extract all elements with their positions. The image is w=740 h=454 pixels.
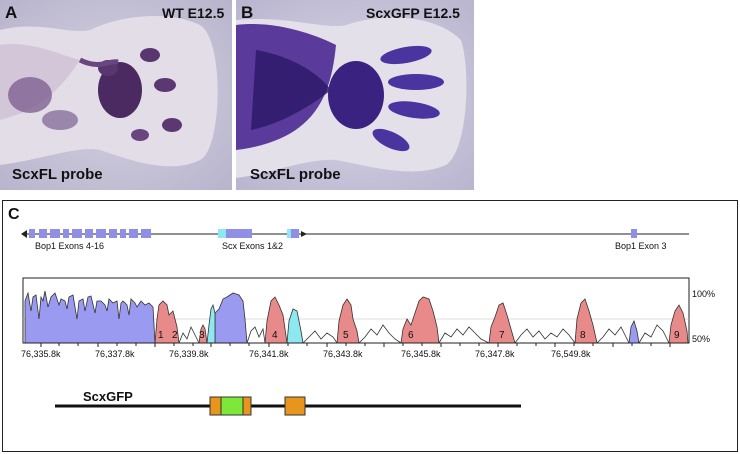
- axis-tick-label-2: 76,339.8k: [169, 349, 209, 359]
- region-number-8: 8: [580, 330, 586, 341]
- construct-enhancer-box-right: [242, 396, 252, 416]
- axis-tick-label-6: 76,347.8k: [475, 349, 515, 359]
- panel-a-title: WT E12.5: [162, 5, 225, 21]
- bop1-exons-4-16: [29, 229, 151, 238]
- conserved-peak-1-2: [154, 300, 180, 344]
- bop1-exons-4-16-label: Bop1 Exons 4-16: [35, 241, 104, 251]
- panel-a-letter: A: [5, 3, 18, 22]
- conservation-baseline-trace: [178, 324, 670, 344]
- axis-ticks: [40, 343, 671, 347]
- conserved-noncoding-peaks: [154, 296, 689, 344]
- scale-label-100: 100%: [692, 289, 715, 299]
- panel-b-limb-drawing: [236, 0, 474, 190]
- scx-exons-label: Scx Exons 1&2: [222, 241, 283, 251]
- bop1-exon-3: [631, 229, 637, 238]
- axis-tick-label-3: 76,341.8k: [249, 349, 289, 359]
- construct-enhancer-box-left: [209, 396, 222, 416]
- panel-a-probe-label: ScxFL probe: [12, 166, 103, 183]
- panel-b-letter: B: [241, 3, 254, 22]
- region-number-9: 9: [674, 330, 680, 341]
- conserved-peak-9: [668, 304, 689, 344]
- gene-track-arrow-right-icon: [301, 231, 307, 237]
- region-number-3: 3: [199, 330, 205, 341]
- scx-coding-peak: [214, 292, 248, 344]
- bop1-coding-peaks: [24, 290, 156, 344]
- region-number-2: 2: [172, 330, 178, 341]
- axis-tick-label-5: 76,345.8k: [401, 349, 441, 359]
- scale-label-50: 50%: [692, 334, 710, 344]
- conserved-peak-6: [400, 296, 440, 344]
- panel-a-image: [0, 0, 232, 190]
- gene-track-arrow-left-icon: [21, 230, 27, 238]
- region-number-7: 7: [499, 330, 505, 341]
- conserved-peak-7: [488, 302, 516, 344]
- panel-c-svg: C Bop1 Exons 4-16 Scx Exons 1&2 Bop1: [8, 206, 715, 416]
- region-number-1: 1: [158, 330, 164, 341]
- panel-c-letter: C: [8, 206, 20, 223]
- conserved-peak-5: [336, 298, 360, 344]
- axis-tick-label-7: 76,549.8k: [551, 349, 591, 359]
- construct-downstream-box: [284, 396, 306, 416]
- axis-tick-labels: 76,335.8k 76,337.8k 76,339.8k 76,341.8k …: [21, 349, 591, 359]
- region-number-5: 5: [343, 330, 349, 341]
- conserved-peak-4: [264, 296, 288, 344]
- bop1-exon-3-label: Bop1 Exon 3: [615, 241, 667, 251]
- scx-exons: [218, 229, 299, 238]
- panel-a-limb-drawing: [0, 0, 232, 190]
- panel-b-title: ScxGFP E12.5: [366, 5, 460, 21]
- construct-gfp-box: [220, 396, 244, 416]
- conserved-peak-8: [574, 298, 598, 344]
- panel-c-genomic-diagram: C Bop1 Exons 4-16 Scx Exons 1&2 Bop1: [2, 200, 738, 452]
- construct-label: ScxGFP: [83, 389, 133, 404]
- panel-b-image: [236, 0, 474, 190]
- axis-tick-label-1: 76,337.8k: [95, 349, 135, 359]
- region-number-4: 4: [272, 330, 278, 341]
- panel-b-probe-label: ScxFL probe: [250, 166, 341, 183]
- region-number-6: 6: [408, 330, 414, 341]
- conserved-region-numbers: 1 2 3 4 5 6 7 8 9: [158, 330, 680, 341]
- axis-tick-label-4: 76,343.8k: [323, 349, 363, 359]
- axis-tick-label-0: 76,335.8k: [21, 349, 61, 359]
